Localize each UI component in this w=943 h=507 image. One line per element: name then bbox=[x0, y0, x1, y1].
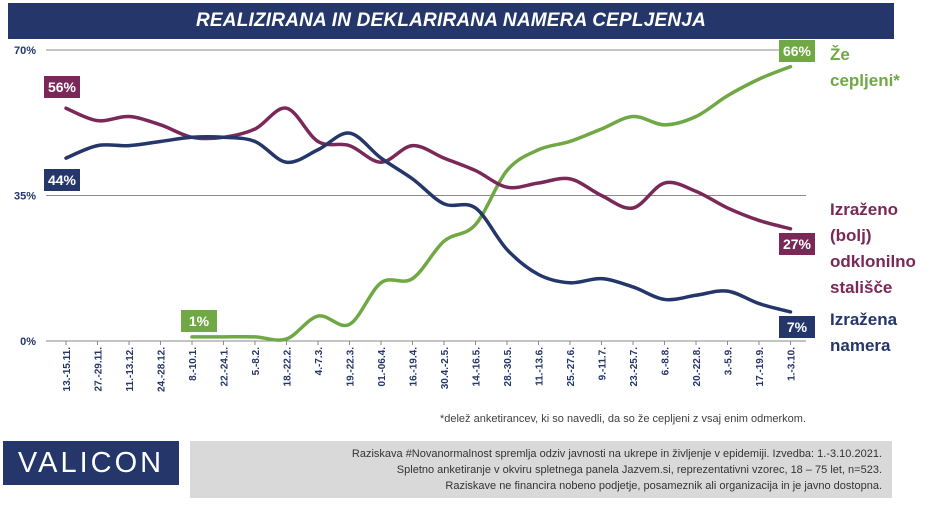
x-tick-label: 13.-15.11. bbox=[62, 347, 73, 392]
series-line bbox=[64, 106, 793, 231]
x-tick-label: 9.-11.7. bbox=[598, 347, 609, 381]
x-tick-label: 20.-22.8. bbox=[692, 347, 703, 387]
end-value-label: 27% bbox=[783, 236, 812, 252]
x-tick-label: 4.-7.3. bbox=[314, 347, 325, 376]
end-value-label: 7% bbox=[787, 319, 808, 335]
x-tick-label: 23.-25.7. bbox=[629, 347, 640, 387]
y-tick-label: 70% bbox=[14, 45, 36, 57]
series-legend-label: namera bbox=[830, 336, 891, 355]
chart-title-bar: REALIZIRANA IN DEKLARIRANA NAMERA CEPLJE… bbox=[8, 3, 894, 39]
start-value-label: 56% bbox=[48, 79, 77, 95]
x-tick-label: 8.-10.1. bbox=[188, 347, 199, 381]
chart-title: REALIZIRANA IN DEKLARIRANA NAMERA CEPLJE… bbox=[195, 10, 706, 31]
x-tick-label: 22.-24.1. bbox=[220, 347, 231, 387]
end-value-label: 66% bbox=[783, 43, 812, 59]
x-tick-label: 6.-8.8. bbox=[661, 347, 672, 376]
start-value-label: 44% bbox=[48, 172, 77, 188]
start-value-box bbox=[181, 310, 217, 332]
line-chart: 0% 35% 70% 13.-15.11. 27.-29.11. 11.-13.12. 24… bbox=[14, 40, 916, 392]
survey-info-box: Raziskava #Novanormalnost spremlja odziv… bbox=[190, 441, 892, 498]
y-tick-label: 35% bbox=[14, 191, 36, 203]
x-tick-label: 30.4.-2.5. bbox=[440, 347, 451, 389]
x-tick-label: 01.-06.4. bbox=[377, 347, 388, 387]
x-tick-label: 27.-29.11. bbox=[94, 347, 105, 392]
y-tick-label: 0% bbox=[20, 336, 36, 348]
x-tick-label: 17.-19.9. bbox=[755, 347, 766, 387]
start-value-box bbox=[44, 76, 80, 98]
series-legend-label: Izraženo bbox=[830, 200, 898, 219]
series-legend-label: (bolj) bbox=[830, 226, 872, 245]
start-value-box bbox=[44, 169, 80, 191]
survey-info-line: Raziskava #Novanormalnost spremlja odziv… bbox=[351, 448, 882, 460]
x-tick-label: 14.-16.5. bbox=[472, 347, 483, 387]
end-value-box bbox=[779, 233, 815, 255]
series-legend-label: odklonilno bbox=[830, 252, 916, 271]
x-tick-label: 19.-22.3. bbox=[346, 347, 357, 387]
series-legend-label: stališče bbox=[830, 278, 892, 297]
x-tick-label: 18.-22.2. bbox=[283, 347, 294, 387]
x-tick-label: 3.-5.9. bbox=[724, 347, 735, 376]
valicon-logo: VALICON bbox=[3, 441, 179, 485]
series-legend-label: Izražena bbox=[830, 310, 898, 329]
series-legend-label: cepljeni* bbox=[830, 71, 900, 90]
x-tick-label: 5.-8.2. bbox=[251, 347, 262, 376]
x-tick-label: 25.-27.6. bbox=[566, 347, 577, 387]
series-legend-label: Že bbox=[830, 45, 850, 64]
footnote: *delež anketirancev, ki so navedli, da s… bbox=[439, 413, 806, 425]
survey-info-line: Spletno anketiranje v okviru spletnega p… bbox=[396, 464, 882, 476]
series-line bbox=[64, 131, 793, 314]
series-line bbox=[190, 64, 793, 342]
x-tick-label: 28.-30.5. bbox=[503, 347, 514, 387]
survey-info-line: Raziskave ne financira nobeno podjetje, … bbox=[445, 480, 882, 492]
logo-text: VALICON bbox=[17, 446, 165, 479]
start-value-label: 1% bbox=[189, 313, 210, 329]
x-tick-label: 11.-13.12. bbox=[125, 347, 136, 392]
end-value-box bbox=[779, 316, 815, 338]
x-tick-label: 11.-13.6. bbox=[535, 347, 546, 386]
x-tick-label: 16.-19.4. bbox=[409, 347, 420, 387]
x-tick-label: 1.-3.10. bbox=[787, 347, 798, 381]
x-tick-label: 24.-28.12. bbox=[157, 347, 168, 392]
end-value-box bbox=[779, 40, 815, 62]
